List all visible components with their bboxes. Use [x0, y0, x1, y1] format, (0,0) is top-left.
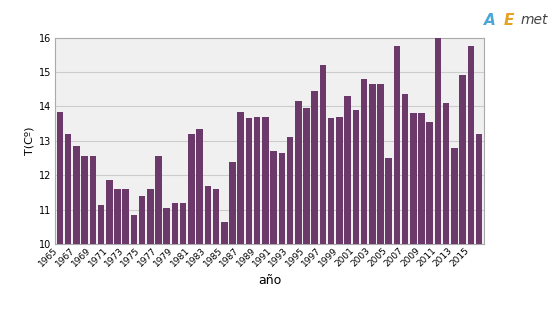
- Bar: [172, 203, 178, 313]
- Bar: [353, 110, 359, 313]
- Bar: [139, 196, 145, 313]
- Bar: [402, 95, 409, 313]
- Text: met: met: [520, 13, 548, 27]
- Bar: [303, 108, 310, 313]
- Bar: [229, 162, 236, 313]
- Bar: [180, 203, 186, 313]
- Bar: [130, 215, 137, 313]
- Bar: [468, 46, 474, 313]
- Bar: [163, 208, 170, 313]
- Bar: [361, 79, 367, 313]
- Bar: [344, 96, 351, 313]
- Bar: [459, 75, 466, 313]
- Bar: [106, 181, 113, 313]
- Y-axis label: T(Cº): T(Cº): [24, 126, 34, 155]
- Bar: [443, 103, 449, 313]
- Bar: [434, 34, 441, 313]
- Bar: [188, 134, 195, 313]
- Bar: [90, 156, 96, 313]
- Text: A: A: [484, 13, 496, 28]
- Bar: [123, 189, 129, 313]
- X-axis label: año: año: [258, 274, 281, 287]
- Bar: [410, 113, 416, 313]
- Bar: [221, 222, 228, 313]
- Bar: [451, 148, 458, 313]
- Bar: [394, 46, 400, 313]
- Bar: [311, 91, 318, 313]
- Bar: [254, 117, 261, 313]
- Bar: [369, 84, 376, 313]
- Bar: [418, 113, 425, 313]
- Bar: [386, 158, 392, 313]
- Bar: [287, 137, 293, 313]
- Bar: [81, 156, 88, 313]
- Bar: [426, 122, 433, 313]
- Bar: [278, 153, 285, 313]
- Bar: [320, 65, 326, 313]
- Bar: [476, 134, 482, 313]
- Bar: [98, 205, 104, 313]
- Bar: [196, 129, 203, 313]
- Bar: [270, 151, 277, 313]
- Bar: [147, 189, 153, 313]
- Bar: [155, 156, 162, 313]
- Bar: [238, 112, 244, 313]
- Bar: [114, 189, 121, 313]
- Bar: [205, 186, 211, 313]
- Text: E: E: [503, 13, 514, 28]
- Bar: [73, 146, 80, 313]
- Bar: [295, 101, 301, 313]
- Bar: [377, 84, 384, 313]
- Bar: [336, 117, 343, 313]
- Bar: [213, 189, 219, 313]
- Bar: [328, 119, 334, 313]
- Bar: [57, 112, 63, 313]
- Bar: [262, 117, 269, 313]
- Bar: [246, 119, 252, 313]
- Bar: [65, 134, 72, 313]
